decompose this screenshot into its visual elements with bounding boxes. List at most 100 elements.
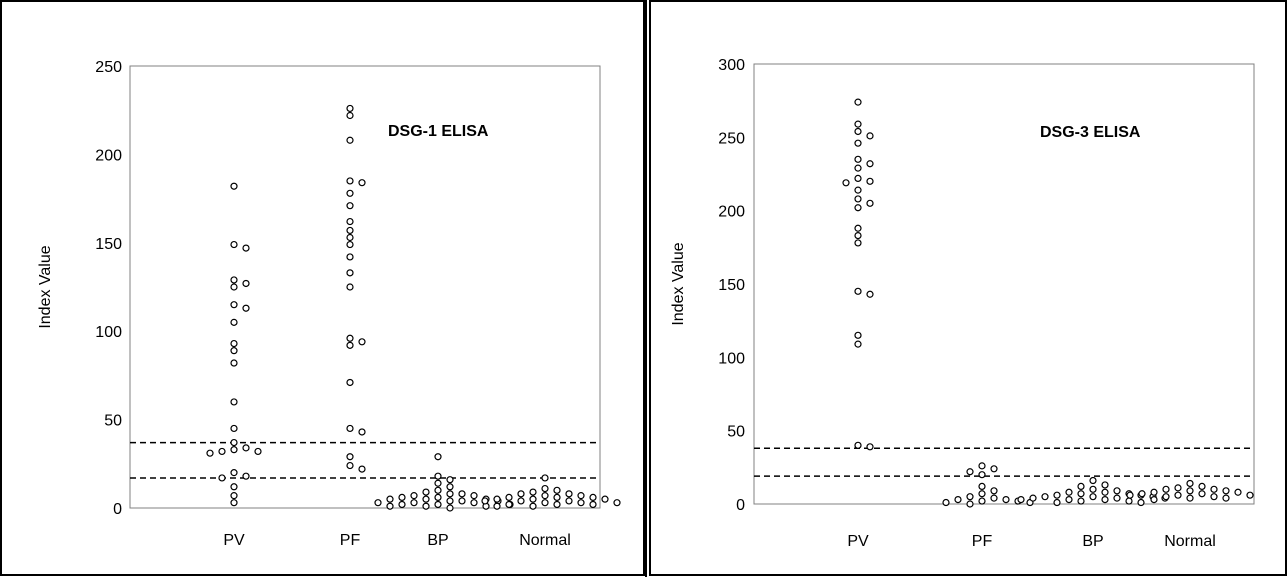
- data-point: [1222, 487, 1230, 495]
- data-point: [854, 186, 862, 194]
- data-point: [854, 98, 862, 106]
- data-point: [230, 276, 238, 284]
- data-point: [866, 132, 874, 140]
- cutoff-lines-dsg1: [130, 441, 600, 479]
- data-point: [230, 359, 238, 367]
- data-point: [346, 189, 354, 197]
- data-point: [346, 334, 354, 342]
- data-point: [230, 469, 238, 477]
- data-point: [1210, 493, 1218, 501]
- data-point: [1113, 494, 1121, 502]
- data-point: [1101, 488, 1109, 496]
- data-point: [230, 347, 238, 355]
- data-point: [854, 331, 862, 339]
- data-point: [346, 136, 354, 144]
- data-point: [346, 453, 354, 461]
- data-point: [1162, 485, 1170, 493]
- data-point: [230, 483, 238, 491]
- data-point: [422, 502, 430, 510]
- right-panel-frame: [649, 0, 1287, 576]
- data-point: [966, 468, 974, 476]
- data-point: [434, 479, 442, 487]
- data-point: [470, 499, 478, 507]
- data-point: [1077, 490, 1085, 498]
- cutoff-lines-dsg3: [754, 447, 1254, 477]
- data-point: [978, 462, 986, 470]
- data-point: [1089, 476, 1097, 485]
- x-categories-dsg1: PV PF BP Normal: [223, 532, 570, 549]
- data-point: [1137, 498, 1145, 507]
- x-category-label: Normal: [519, 532, 571, 549]
- data-point: [346, 111, 354, 120]
- data-point: [434, 500, 442, 509]
- data-point: [1053, 491, 1061, 499]
- y-tick-label: 150: [718, 277, 745, 294]
- data-point: [410, 499, 418, 507]
- data-point: [565, 490, 573, 498]
- data-point: [978, 490, 986, 498]
- data-point: [589, 500, 597, 509]
- data-point: [1089, 485, 1097, 493]
- data-point: [470, 492, 478, 500]
- chart-title-dsg1: DSG-1 ELISA: [388, 123, 489, 140]
- chart-dsg1: DSG-1 ELISA Index Value 050100150200250 …: [37, 59, 621, 549]
- data-point: [854, 174, 862, 182]
- y-tick-label: 50: [104, 413, 122, 430]
- data-point: [854, 287, 862, 295]
- data-point: [1113, 487, 1121, 495]
- y-tick-label: 250: [718, 130, 745, 147]
- data-point: [529, 502, 537, 510]
- data-point: [346, 424, 354, 433]
- data-point: [1041, 493, 1049, 501]
- data-point: [346, 378, 354, 387]
- data-point: [386, 502, 394, 510]
- data-point: [481, 497, 489, 505]
- data-point: [410, 492, 418, 500]
- x-category-label: Normal: [1164, 533, 1216, 550]
- data-point: [517, 497, 525, 505]
- data-point: [854, 239, 862, 247]
- data-point: [854, 340, 862, 348]
- data-point: [601, 495, 609, 503]
- data-point: [978, 497, 986, 505]
- data-point: [254, 447, 262, 456]
- data-point: [854, 224, 862, 232]
- data-point: [613, 499, 621, 507]
- data-point: [541, 474, 549, 482]
- data-point: [854, 120, 862, 128]
- data-point: [1186, 487, 1194, 495]
- data-point: [1065, 488, 1073, 496]
- data-point: [1029, 494, 1037, 502]
- y-tick-label: 50: [727, 424, 745, 441]
- data-point: [1002, 496, 1010, 504]
- x-category-label: PF: [972, 533, 993, 550]
- data-point: [434, 486, 442, 494]
- data-point: [1246, 491, 1254, 499]
- data-point: [553, 493, 561, 501]
- data-point: [854, 139, 862, 147]
- y-tick-label: 150: [95, 236, 122, 253]
- data-point: [346, 233, 354, 242]
- data-point: [230, 301, 238, 309]
- data-point: [854, 195, 862, 203]
- data-point: [230, 398, 238, 406]
- data-point: [1150, 488, 1158, 496]
- data-point: [866, 177, 874, 185]
- data-point: [230, 339, 238, 348]
- data-point: [577, 499, 585, 507]
- data-point: [854, 155, 862, 163]
- data-points-dsg3: [842, 98, 1254, 508]
- data-point: [505, 493, 513, 501]
- data-point: [978, 471, 986, 479]
- data-point: [230, 492, 238, 500]
- data-point: [230, 446, 238, 454]
- data-point: [346, 202, 354, 210]
- data-point: [1174, 484, 1182, 492]
- data-point: [1162, 493, 1170, 501]
- data-point: [386, 495, 394, 503]
- data-point: [242, 244, 250, 252]
- data-point: [990, 494, 998, 502]
- data-point: [374, 499, 382, 507]
- data-point: [230, 438, 238, 447]
